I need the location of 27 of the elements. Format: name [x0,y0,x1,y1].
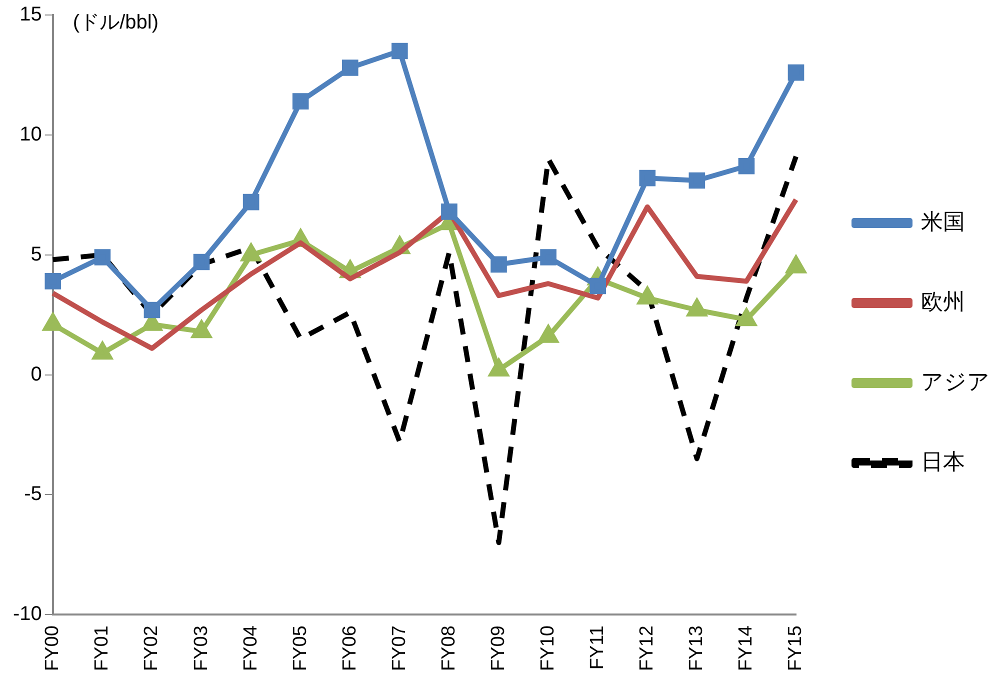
x-tick-label: FY08 [438,626,460,672]
x-tick-label: FY15 [785,626,806,672]
y-tick-label: 15 [20,4,42,26]
x-tick-label: FY05 [290,626,311,672]
y-tick-label: 0 [30,363,42,386]
y-tick-label: -10 [13,603,42,626]
x-tick-label: FY00 [42,626,64,672]
x-tick-label: FY14 [736,625,757,672]
x-tick-label: FY07 [388,626,410,672]
x-tick-label: FY11 [587,626,608,670]
y-tick-label: 10 [20,123,42,146]
legend-label: アジア [921,369,990,394]
x-tick-label: FY01 [92,626,113,672]
x-tick-label: FY02 [141,626,162,672]
y-tick-label: 5 [30,243,42,266]
legend-label: 欧州 [921,289,965,314]
x-tick-label: FY12 [636,626,658,672]
x-tick-label: FY06 [339,626,360,672]
x-tick-label: FY04 [240,625,262,672]
x-tick-label: FY09 [488,626,509,672]
y-axis-title: (ドル/bbl) [72,12,158,34]
legend-label: 米国 [921,209,965,234]
x-tick-label: FY13 [686,626,708,672]
y-tick-label: -5 [24,483,42,506]
x-tick-label: FY03 [190,626,212,672]
x-tick-label: FY10 [538,626,559,672]
legend-label: 日本 [921,449,965,474]
